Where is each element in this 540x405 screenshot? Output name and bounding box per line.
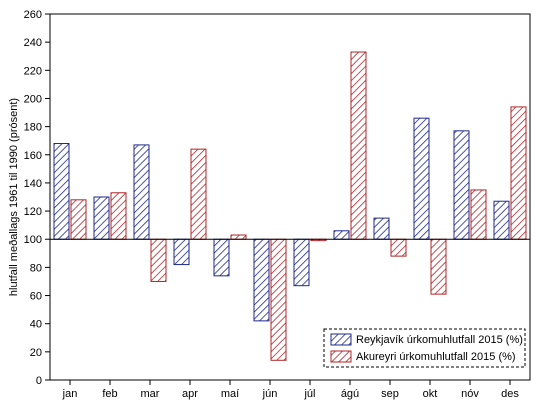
x-tick-label: jún: [262, 388, 278, 400]
x-tick-label: ágú: [341, 388, 359, 400]
bar-akureyri-feb: [110, 192, 127, 240]
bar-reykjavik-maí: [213, 238, 230, 277]
y-axis-title: hlutfall meðallags 1961 til 1990 (prósen…: [8, 98, 20, 296]
bar-akureyri-jún: [270, 238, 287, 361]
bar-reykjavik-júl: [293, 238, 310, 287]
bar-reykjavik-mar: [133, 144, 150, 240]
y-tick-label: 260: [24, 9, 42, 21]
y-tick-label: 140: [24, 178, 42, 190]
bar-reykjavik-jan: [53, 143, 70, 240]
bar-akureyri-des: [510, 106, 527, 240]
bar-akureyri-jan: [70, 199, 87, 240]
bar-reykjavik-nóv: [453, 130, 470, 240]
y-tick-label: 200: [24, 93, 42, 105]
y-tick-label: 100: [24, 234, 42, 246]
bar-akureyri-apr: [190, 148, 207, 240]
legend-label-reykjavik: Reykjavík úrkomuhlutfall 2015 (%): [356, 334, 523, 346]
bar-reykjavik-feb: [93, 196, 110, 240]
y-tick-label: 60: [30, 291, 42, 303]
bar-akureyri-sep: [390, 238, 407, 257]
x-tick-label: okt: [423, 388, 438, 400]
y-tick-label: 220: [24, 65, 42, 77]
y-tick-label: 0: [36, 375, 42, 387]
y-tick-label: 40: [30, 319, 42, 331]
legend-swatch-akureyri: [330, 350, 352, 363]
legend-box: [323, 328, 526, 368]
bar-reykjavik-okt: [413, 117, 430, 240]
y-tick-label: 160: [24, 150, 42, 162]
bar-reykjavik-apr: [173, 238, 190, 266]
x-tick-label: apr: [182, 388, 198, 400]
plot-frame: [49, 13, 531, 381]
bar-akureyri-mar: [150, 238, 167, 282]
y-tick-label: 80: [30, 262, 42, 274]
bar-reykjavik-sep: [373, 217, 390, 240]
bar-akureyri-ágú: [350, 51, 367, 240]
legend: Reykjavík úrkomuhlutfall 2015 (%) Akurey…: [323, 328, 526, 368]
bar-akureyri-nóv: [470, 189, 487, 240]
x-tick-label: jan: [62, 388, 78, 400]
y-tick-label: 120: [24, 206, 42, 218]
y-tick-label: 20: [30, 347, 42, 359]
y-tick-label: 240: [24, 37, 42, 49]
bar-akureyri-okt: [430, 238, 447, 295]
bar-reykjavik-des: [493, 200, 510, 240]
x-tick-label: feb: [102, 388, 117, 400]
x-tick-label: sep: [381, 388, 399, 400]
bar-reykjavik-jún: [253, 238, 270, 322]
y-tick-label: 180: [24, 122, 42, 134]
x-tick-label: des: [501, 388, 519, 400]
bar-reykjavik-ágú: [333, 230, 350, 240]
legend-swatch-reykjavik: [330, 333, 352, 346]
legend-label-akureyri: Akureyri úrkomuhlutfall 2015 (%): [356, 351, 516, 363]
x-tick-label: maí: [221, 388, 239, 400]
x-tick-label: nóv: [461, 388, 479, 400]
bar-akureyri-maí: [230, 234, 247, 240]
x-tick-label: mar: [141, 388, 160, 400]
x-tick-label: júl: [303, 388, 315, 400]
